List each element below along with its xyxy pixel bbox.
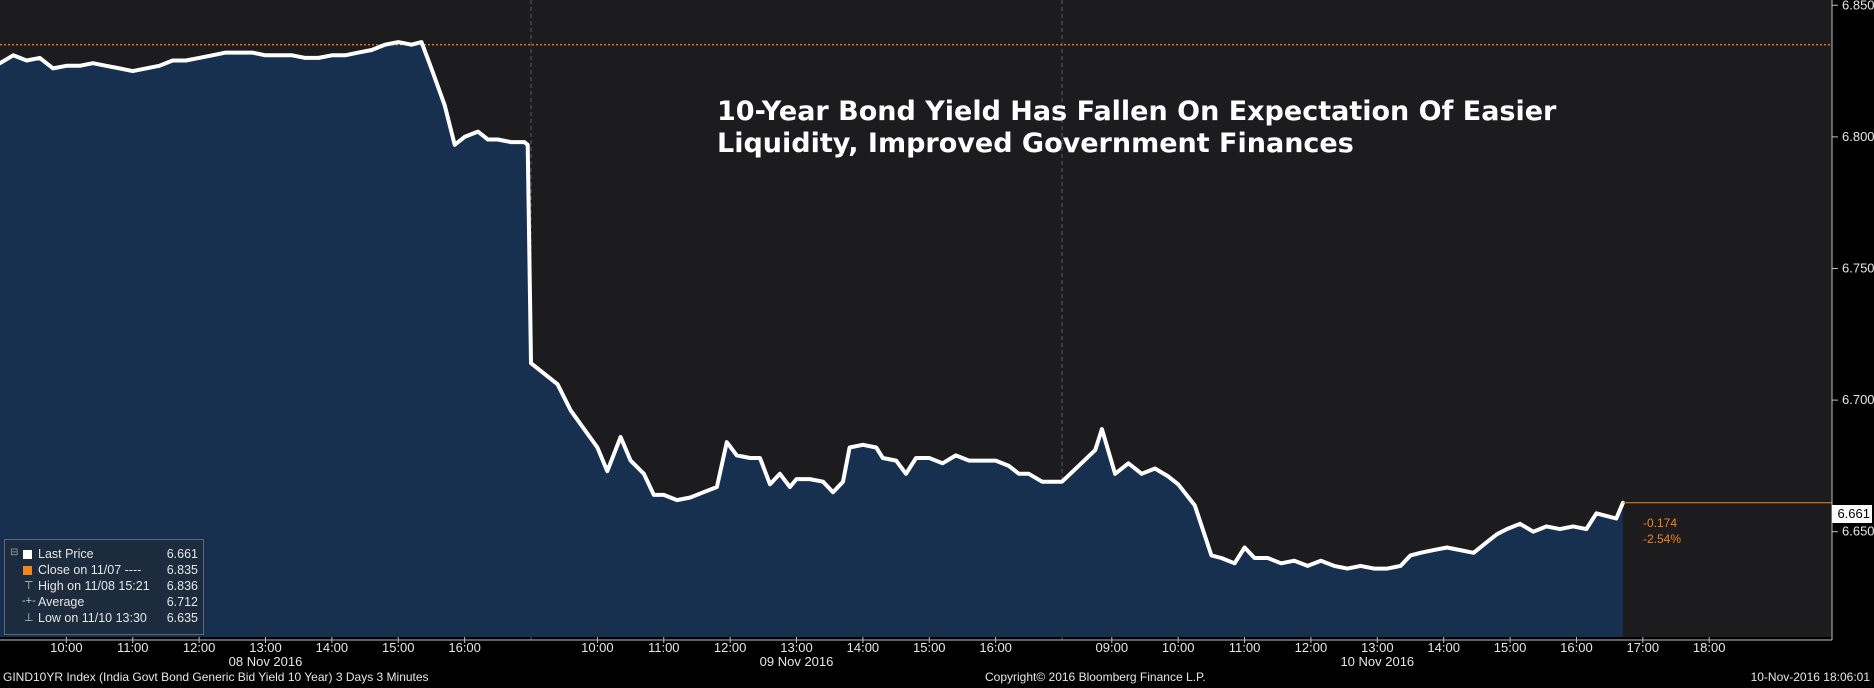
x-date-label: 08 Nov 2016 xyxy=(229,654,303,669)
x-tick-label: 14:00 xyxy=(316,640,349,655)
x-tick-label: 15:00 xyxy=(1494,640,1527,655)
x-date-label: 09 Nov 2016 xyxy=(760,654,834,669)
chart-title-line-2: Liquidity, Improved Government Finances xyxy=(717,128,1354,159)
legend-label: Average xyxy=(38,595,85,609)
y-tick-label: 6.650 xyxy=(1842,524,1874,539)
x-tick-label: 14:00 xyxy=(847,640,880,655)
footer-timestamp: 10-Nov-2016 18:06:01 xyxy=(1750,670,1870,684)
legend-item-high: ⊤ High on 11/08 15:21 6.836 xyxy=(5,579,205,595)
legend-value: 6.836 xyxy=(166,579,198,593)
x-tick-label: 13:00 xyxy=(1361,640,1394,655)
change-percent: -2.54% xyxy=(1643,532,1682,546)
footer-security-description: GIND10YR Index (India Govt Bond Generic … xyxy=(3,670,429,684)
x-tick-label: 14:00 xyxy=(1427,640,1460,655)
x-tick-label: 12:00 xyxy=(1295,640,1328,655)
x-tick-label: 10:00 xyxy=(1162,640,1195,655)
x-tick-label: 15:00 xyxy=(913,640,946,655)
legend-value: 6.635 xyxy=(166,611,198,625)
x-tick-label: 10:00 xyxy=(581,640,614,655)
x-tick-label: 11:00 xyxy=(117,640,149,655)
x-tick-label: 17:00 xyxy=(1627,640,1660,655)
y-tick-label: 6.750 xyxy=(1842,260,1874,275)
legend-label: High on 11/08 15:21 xyxy=(38,579,150,593)
legend-item-average: -+- Average 6.712 xyxy=(5,595,205,611)
square-orange-icon xyxy=(23,566,32,575)
legend: ⊟ Last Price 6.661 Close on 11/07 ---- 6… xyxy=(4,539,204,635)
y-tick-label: 6.700 xyxy=(1842,392,1874,407)
high-marker-icon: ⊤ xyxy=(24,580,34,592)
x-tick-label: 16:00 xyxy=(1560,640,1593,655)
chart-title-line-1: 10-Year Bond Yield Has Fallen On Expecta… xyxy=(717,96,1557,127)
legend-item-low: ⊥ Low on 11/10 13:30 6.635 xyxy=(5,611,205,627)
x-tick-label: 09:00 xyxy=(1096,640,1129,655)
yield-line xyxy=(0,40,1625,571)
footer-copyright: Copyright© 2016 Bloomberg Finance L.P. xyxy=(985,670,1206,684)
legend-value: 6.835 xyxy=(166,563,198,577)
low-marker-icon: ⊥ xyxy=(24,612,34,624)
square-white-icon xyxy=(23,550,32,559)
y-tick-label: 6.800 xyxy=(1842,129,1874,144)
average-marker-icon: -+- xyxy=(22,595,36,607)
x-tick-label: 10:00 xyxy=(50,640,83,655)
legend-value: 6.712 xyxy=(166,595,198,609)
legend-collapse-icon[interactable]: ⊟ xyxy=(10,547,19,558)
legend-label: Close on 11/07 ---- xyxy=(38,563,142,577)
x-tick-label: 12:00 xyxy=(714,640,747,655)
x-tick-label: 13:00 xyxy=(780,640,813,655)
x-tick-label: 11:00 xyxy=(648,640,680,655)
x-tick-label: 11:00 xyxy=(1229,640,1261,655)
x-tick-label: 16:00 xyxy=(979,640,1012,655)
legend-item-close: Close on 11/07 ---- 6.835 xyxy=(5,563,205,579)
change-value: -0.174 xyxy=(1643,516,1678,530)
x-tick-label: 15:00 xyxy=(382,640,415,655)
legend-value: 6.661 xyxy=(166,547,198,561)
last-price-tag: 6.661 xyxy=(1832,505,1872,523)
x-tick-label: 18:00 xyxy=(1693,640,1726,655)
legend-label: Last Price xyxy=(38,547,94,561)
x-tick-label: 12:00 xyxy=(183,640,216,655)
yield-area xyxy=(0,42,1623,638)
x-tick-label: 16:00 xyxy=(448,640,481,655)
legend-label: Low on 11/10 13:30 xyxy=(38,611,147,625)
x-date-label: 10 Nov 2016 xyxy=(1340,654,1414,669)
y-tick-label: 6.850 xyxy=(1842,0,1874,12)
x-tick-label: 13:00 xyxy=(249,640,282,655)
legend-item-last-price: ⊟ Last Price 6.661 xyxy=(5,547,205,563)
